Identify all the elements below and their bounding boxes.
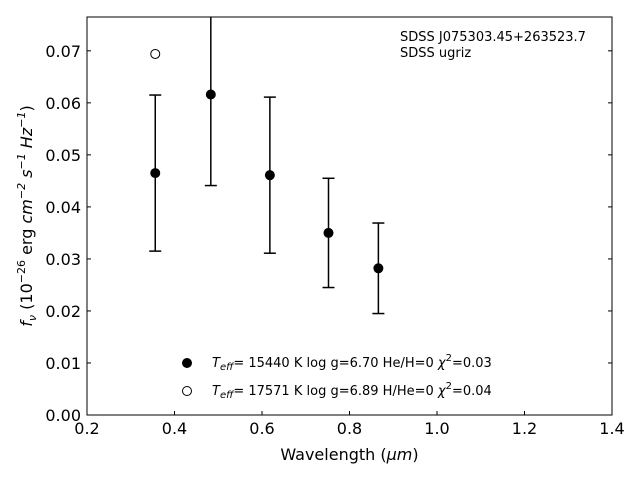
data-point-filled: [373, 263, 384, 274]
y-tick-label: 0.05: [45, 146, 81, 165]
x-tick-label: 0.6: [249, 419, 274, 438]
legend: Teff= 15440 K log g=6.70 He/H=0 χ2=0.03 …: [182, 353, 492, 401]
data-point-filled: [205, 89, 216, 100]
x-tick-label: 1.4: [599, 419, 624, 438]
data-point-filled: [323, 227, 334, 238]
y-tick-label: 0.07: [45, 42, 81, 61]
x-axis-label: Wavelength (μm): [280, 445, 418, 464]
data-point-filled: [264, 170, 275, 181]
x-tick-label: 0.4: [162, 419, 187, 438]
y-tick-label: 0.00: [45, 406, 81, 425]
x-tick-label: 0.8: [337, 419, 362, 438]
annotation-filter-set: SDSS ugriz: [400, 46, 471, 61]
legend-entry-2: Teff= 17571 K log g=6.89 H/He=0 χ2=0.04: [212, 381, 492, 401]
x-tick-label: 1.2: [512, 419, 537, 438]
y-axis-ticks: 0.00 0.01 0.02 0.03 0.04 0.05 0.06 0.07: [45, 42, 612, 425]
annotation-object-name: SDSS J075303.45+263523.7: [400, 30, 586, 45]
legend-entry-1: Teff= 15440 K log g=6.70 He/H=0 χ2=0.03: [212, 353, 492, 373]
x-tick-label: 0.2: [74, 419, 99, 438]
legend-marker-filled: [182, 358, 192, 368]
y-tick-label: 0.04: [45, 198, 81, 217]
legend-marker-open: [182, 386, 192, 396]
y-tick-label: 0.01: [45, 354, 81, 373]
data-points: [150, 48, 384, 274]
data-point-filled: [150, 168, 161, 179]
plot-area: [86, 16, 613, 416]
x-tick-label: 1.0: [424, 419, 449, 438]
x-axis-ticks: 0.2 0.4 0.6 0.8 1.0 1.2 1.4: [74, 411, 625, 438]
y-axis-label: fν (10−26 erg cm−2 s−1 Hz−1): [15, 105, 39, 326]
y-tick-label: 0.02: [45, 302, 81, 321]
y-tick-label: 0.03: [45, 250, 81, 269]
y-tick-label: 0.06: [45, 94, 81, 113]
data-point-open: [150, 48, 161, 59]
